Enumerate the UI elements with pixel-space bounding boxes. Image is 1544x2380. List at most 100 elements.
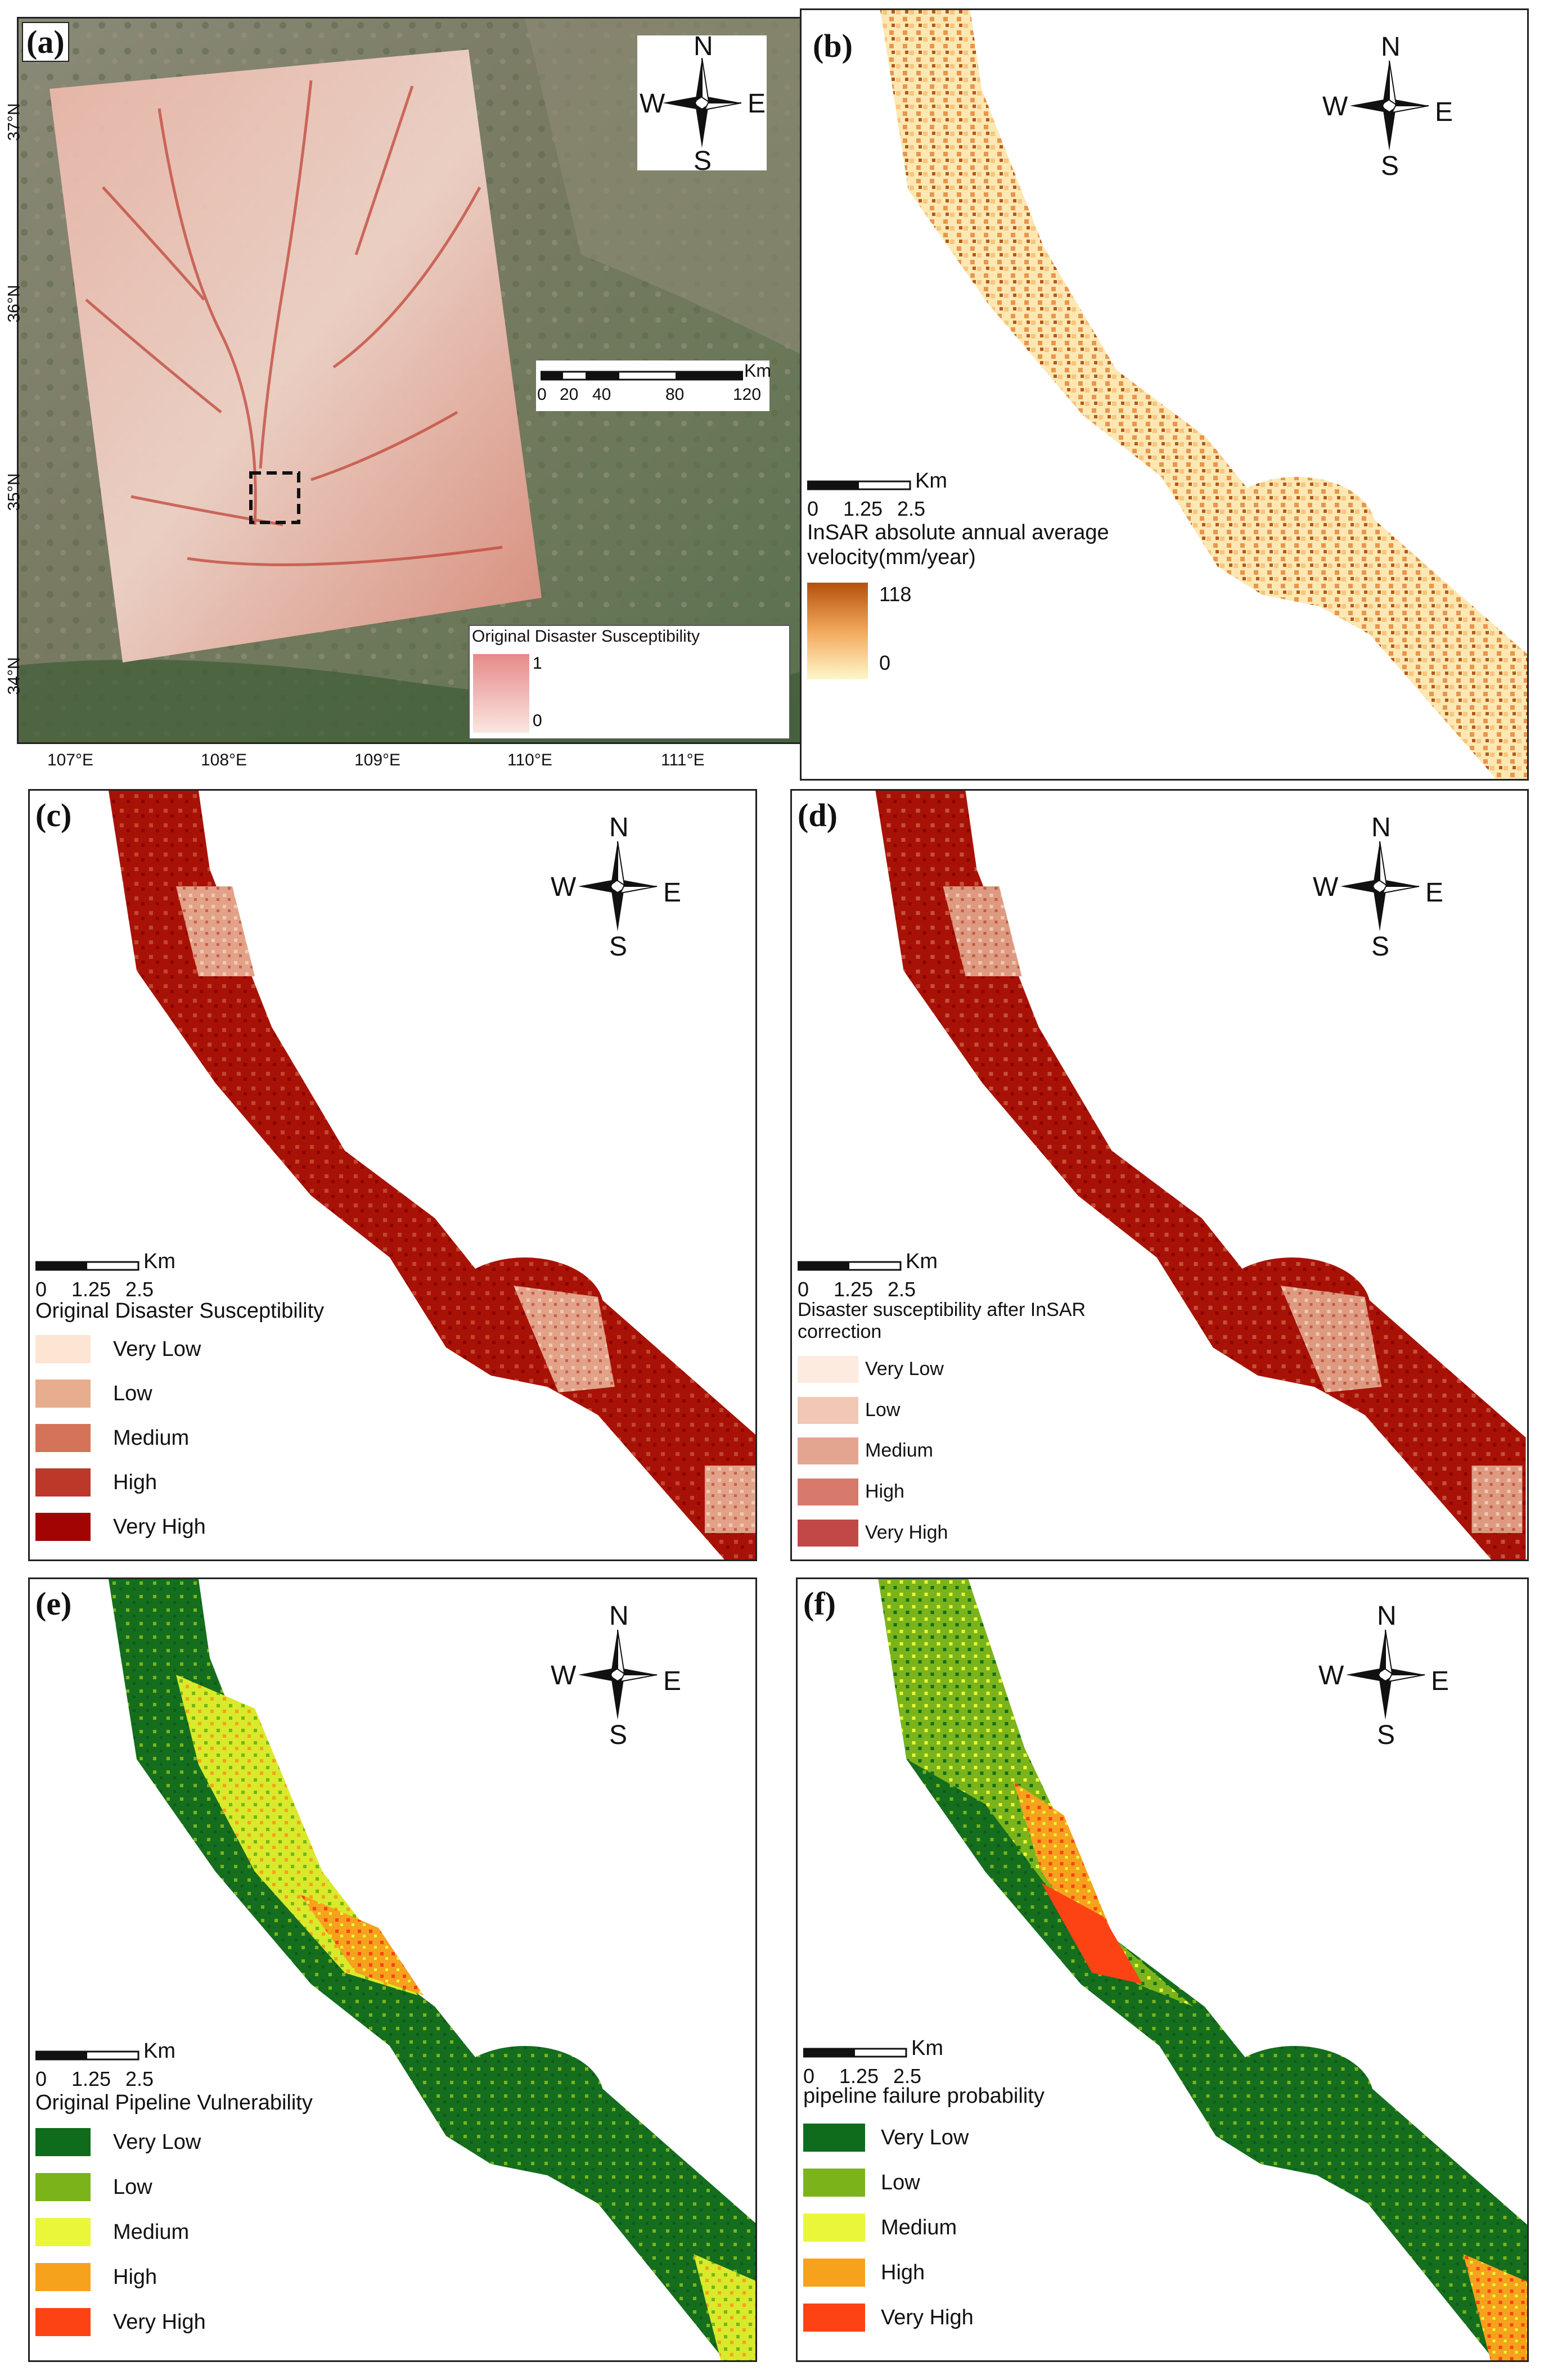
legend-title: InSAR absolute annual average velocity(m… <box>807 521 1109 569</box>
scale-bar: Km 0 1.25 2.5 <box>35 1245 204 1301</box>
scale-tick: 2.5 <box>888 1278 916 1301</box>
compass-w: W <box>1318 1661 1344 1691</box>
panel-b-map: (b) N S W E Km 0 1.25 2.5 InSAR absolute… <box>800 8 1529 781</box>
compass-rose-icon <box>1346 1629 1425 1720</box>
lat-label: 34°N <box>4 657 24 695</box>
scale-tick: 1.25 <box>843 497 883 520</box>
scale-tick: 2.5 <box>125 1278 154 1301</box>
legend-swatch <box>35 2308 91 2336</box>
compass-rose-icon <box>578 841 658 931</box>
compass-e: E <box>748 89 766 119</box>
compass-n: N <box>1371 813 1391 842</box>
legend-label: Very High <box>113 2310 206 2334</box>
legend-swatch <box>803 2214 865 2242</box>
scale-unit: Km <box>911 2036 943 2060</box>
legend-swatch <box>798 1437 858 1464</box>
legend-swatch <box>798 1356 858 1383</box>
panel-label: (e) <box>35 1585 72 1622</box>
panel-a-map: (a) N S W E Km 0 20 40 80 120 Original D… <box>17 17 803 744</box>
legend-label: Very Low <box>865 1358 944 1380</box>
scale-tick: 0 <box>35 2067 47 2090</box>
scale-tick: 1.25 <box>71 1278 111 1301</box>
scale-tick: 1.25 <box>71 2067 111 2090</box>
compass-s: S <box>1381 151 1399 181</box>
legend-title: Original Disaster Susceptibility <box>35 1299 325 1323</box>
legend-label: Medium <box>113 1426 190 1450</box>
legend-label: High <box>881 2261 925 2284</box>
legend-title: pipeline failure probability <box>803 2084 1045 2108</box>
compass-s: S <box>1371 932 1390 962</box>
legend-gradient <box>807 583 868 679</box>
legend-swatch <box>803 2169 865 2197</box>
compass-w: W <box>551 872 577 902</box>
scale-bar-graphic <box>541 371 743 381</box>
panel-label: (c) <box>35 797 72 833</box>
scale-tick-1: 20 <box>560 385 579 404</box>
scale-bar: Km 0 20 40 80 120 <box>536 360 771 411</box>
compass-n: N <box>609 1601 629 1631</box>
legend-label: Low <box>113 1382 152 1405</box>
legend-swatch <box>798 1520 858 1547</box>
pipeline-corridor <box>878 1579 1527 2360</box>
legend-high: 118 <box>879 583 912 606</box>
scale-bar: Km 0 1.25 2.5 <box>35 2035 204 2091</box>
scale-bar: Km 0 1.25 2.5 <box>803 2032 972 2088</box>
legend-label: Low <box>113 2175 152 2199</box>
susceptibility-overlay <box>49 49 542 662</box>
legend-swatch <box>35 2173 91 2201</box>
panel-d-map: (d) N S W E Km 0 1.25 2.5 Disaster susce… <box>790 789 1529 1561</box>
legend-swatch <box>35 1424 91 1452</box>
legend-label: High <box>113 1471 157 1494</box>
scale-tick: 2.5 <box>897 497 926 520</box>
legend-swatch <box>35 1380 91 1408</box>
north-arrow: N S W E <box>551 808 682 962</box>
legend-title: Original Pipeline Vulnerability <box>35 2091 313 2115</box>
legend-label: Very High <box>881 2306 974 2329</box>
panel-label: (d) <box>798 797 838 833</box>
scale-bar-graphic <box>807 480 911 490</box>
lat-label: 37°N <box>4 103 24 141</box>
compass-w: W <box>1322 92 1348 121</box>
legend-swatch <box>35 1513 91 1541</box>
legend-label: Very Low <box>113 1337 201 1361</box>
legend-swatch <box>35 2263 91 2291</box>
legend-swatch <box>798 1479 858 1505</box>
compass-s: S <box>609 1720 628 1750</box>
legend-gradient <box>473 654 529 733</box>
lon-label: 110°E <box>507 751 552 769</box>
north-arrow: N S W E <box>1322 27 1454 181</box>
scale-tick: 1.25 <box>834 1278 874 1301</box>
pipeline-corridor <box>109 1579 755 2360</box>
legend-swatch <box>35 2218 91 2246</box>
scale-bar-graphic <box>35 2050 139 2061</box>
legend-label: Very Low <box>113 2130 201 2154</box>
legend-box: Original Disaster Susceptibility 1 0 <box>469 625 790 740</box>
compass-e: E <box>1425 878 1444 908</box>
legend-label: High <box>865 1481 904 1502</box>
study-area-box <box>249 471 300 524</box>
scale-bar-graphic <box>803 2048 907 2058</box>
scale-unit: Km <box>143 2039 175 2063</box>
compass-n: N <box>1381 32 1401 62</box>
scale-tick: 2.5 <box>125 2067 154 2090</box>
compass-rose-icon <box>663 57 742 148</box>
legend-label: High <box>113 2265 157 2289</box>
compass-rose-icon <box>1340 841 1420 931</box>
compass-w: W <box>640 89 665 119</box>
scale-unit: Km <box>906 1250 938 1273</box>
legend-label: Medium <box>865 1440 933 1461</box>
scale-tick: 0 <box>798 1278 809 1301</box>
compass-rose-icon <box>578 1629 658 1720</box>
panel-f-map: (f) N S W E Km 0 1.25 2.5 pipeline failu… <box>796 1577 1529 2362</box>
scale-tick: 0 <box>807 497 819 520</box>
compass-s: S <box>1377 1720 1396 1750</box>
panel-label: (a) <box>22 22 69 62</box>
legend-swatch <box>803 2124 865 2152</box>
scale-tick: 2.5 <box>893 2065 922 2088</box>
legend-label: Medium <box>113 2220 190 2244</box>
panel-label: (f) <box>803 1585 836 1622</box>
scale-unit: Km <box>143 1250 175 1273</box>
pipeline-corridor <box>875 791 1526 1559</box>
pipeline-corridor <box>880 10 1527 779</box>
compass-s: S <box>609 932 628 962</box>
